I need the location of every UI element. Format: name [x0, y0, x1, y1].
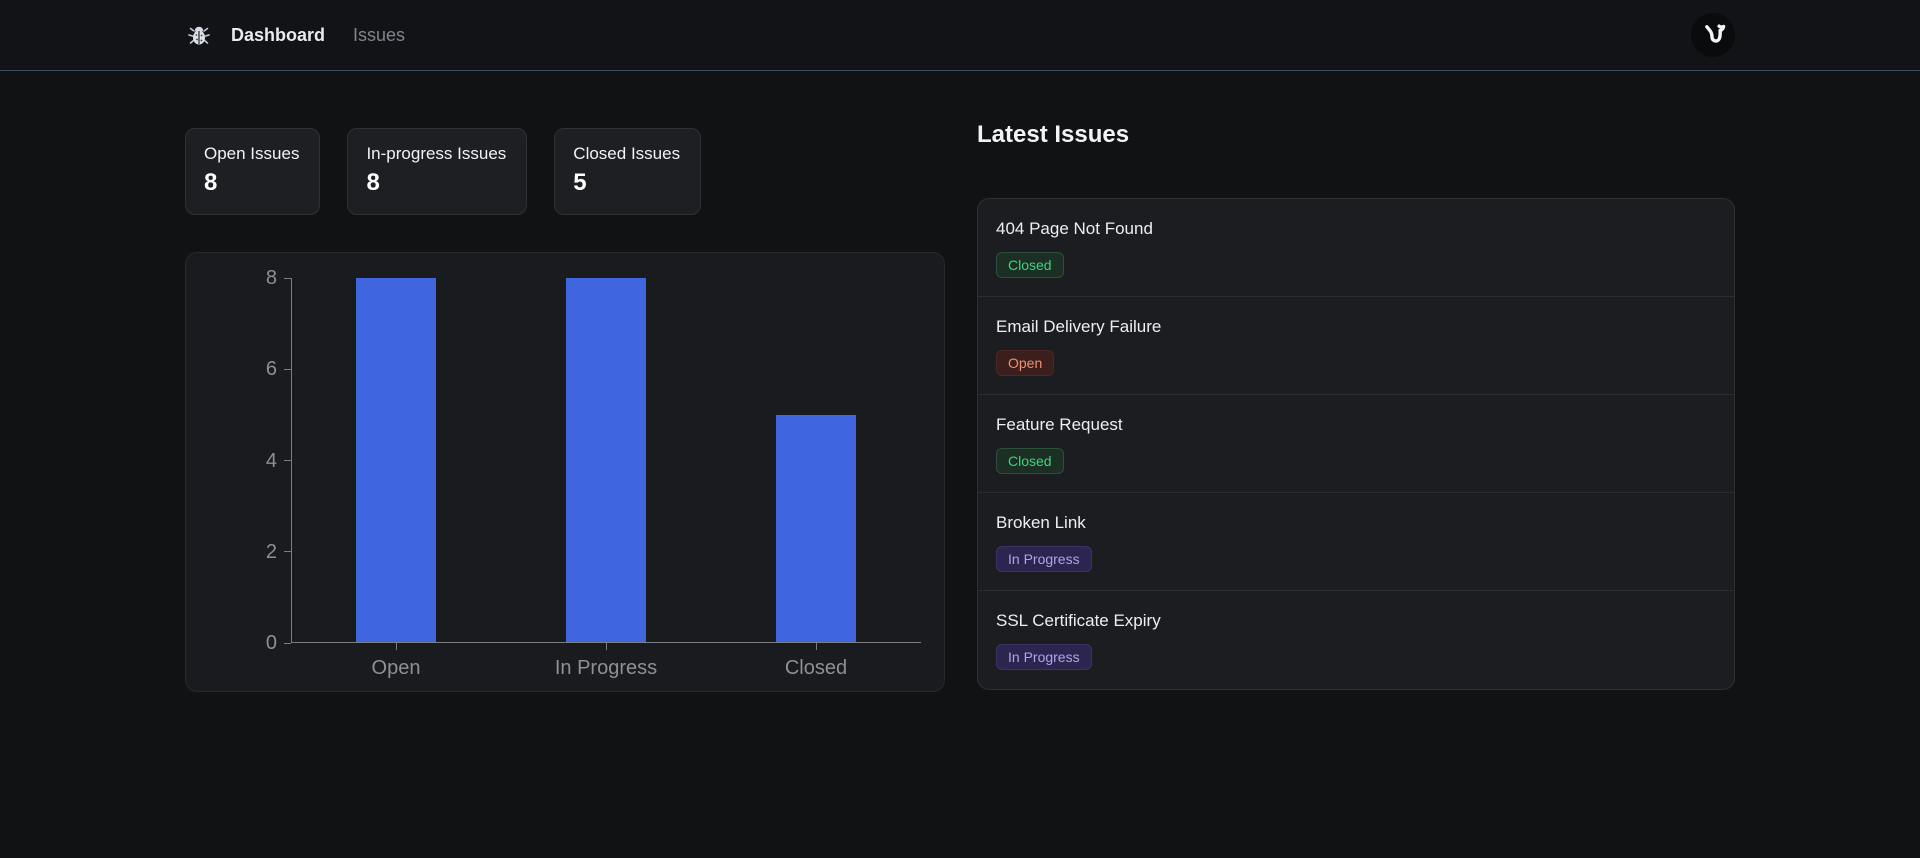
chart-bar-closed	[776, 414, 856, 642]
status-badge: In Progress	[996, 644, 1092, 670]
stat-label: Closed Issues	[573, 144, 681, 163]
chart-bar-in-progress	[566, 278, 646, 642]
stat-card-closed: Closed Issues 5	[554, 128, 702, 215]
x-axis	[291, 642, 921, 643]
y-tick-label: 0	[265, 632, 277, 654]
status-badge: Closed	[996, 448, 1064, 474]
issue-list-item[interactable]: SSL Certificate Expiry In Progress	[978, 591, 1734, 689]
latest-issues-panel: 404 Page Not Found Closed Email Delivery…	[977, 198, 1735, 690]
issues-bar-chart-card: 0 2 4 6 8 Open In Progress Closed	[185, 252, 945, 692]
y-tick	[284, 460, 291, 461]
y-tick	[284, 368, 291, 370]
stat-label: In-progress Issues	[366, 144, 507, 163]
issue-title: Feature Request	[996, 415, 1123, 434]
status-badge: In Progress	[996, 546, 1092, 572]
issue-title: 404 Page Not Found	[996, 219, 1153, 238]
bug-icon	[185, 21, 213, 49]
y-tick-label: 4	[265, 449, 277, 472]
swoosh-logo-icon	[1698, 20, 1728, 50]
stat-value: 5	[573, 169, 587, 196]
main-content: Open Issues 8 In-progress Issues 8 Close…	[0, 71, 1920, 692]
latest-issues-title: Latest Issues	[977, 121, 1130, 148]
nav-link-issues[interactable]: Issues	[353, 24, 406, 45]
status-badge: Closed	[996, 252, 1064, 278]
issue-title: SSL Certificate Expiry	[996, 611, 1161, 630]
navbar: Dashboard Issues	[0, 0, 1920, 71]
stat-card-in-progress: In-progress Issues 8	[347, 128, 528, 215]
y-tick	[284, 277, 291, 279]
y-tick-label: 6	[265, 358, 277, 381]
y-tick-label: 2	[265, 540, 277, 563]
y-tick	[284, 551, 291, 553]
chart-bar-open	[356, 278, 436, 642]
stat-value: 8	[204, 169, 218, 196]
bar-chart-plot: 0 2 4 6 8 Open In Progress Closed	[266, 268, 921, 679]
issue-title: Email Delivery Failure	[996, 317, 1162, 336]
issue-list-item[interactable]: Email Delivery Failure Open	[978, 297, 1734, 395]
stat-card-open: Open Issues 8	[185, 128, 321, 215]
nav-link-dashboard[interactable]: Dashboard	[231, 24, 326, 45]
stats-row: Open Issues 8 In-progress Issues 8 Close…	[185, 128, 945, 215]
issue-list-item[interactable]: Feature Request Closed	[978, 395, 1734, 493]
issue-list-item[interactable]: 404 Page Not Found Closed	[978, 199, 1734, 297]
right-column: Latest Issues 404 Page Not Found Closed …	[977, 121, 1735, 692]
y-axis	[291, 278, 292, 643]
x-tick-label: Closed	[784, 657, 848, 679]
y-tick-label: 8	[265, 267, 277, 289]
user-avatar[interactable]	[1691, 13, 1735, 57]
x-tick	[606, 643, 607, 650]
issue-list-item[interactable]: Broken Link In Progress	[978, 493, 1734, 591]
issue-title: Broken Link	[996, 513, 1086, 532]
x-tick	[816, 643, 817, 650]
x-tick-label: Open	[371, 657, 421, 679]
stat-value: 8	[366, 169, 380, 196]
stat-label: Open Issues	[204, 144, 300, 163]
status-badge: Open	[996, 350, 1055, 376]
x-tick	[396, 643, 397, 650]
x-tick-label: In Progress	[554, 657, 658, 679]
left-column: Open Issues 8 In-progress Issues 8 Close…	[185, 128, 945, 692]
y-tick	[284, 642, 291, 644]
